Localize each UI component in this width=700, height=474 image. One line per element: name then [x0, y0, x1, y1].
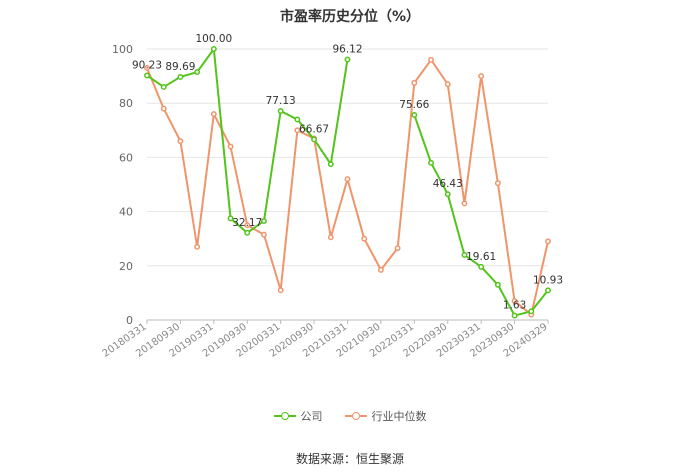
y-tick-label: 40 [119, 206, 133, 219]
legend-label-company: 公司 [300, 410, 323, 423]
data-point [511, 298, 518, 304]
data-label: 32.17 [232, 217, 262, 229]
legend-swatch-company [273, 412, 296, 420]
data-point [494, 180, 501, 187]
data-point [277, 287, 284, 294]
data-point [227, 143, 234, 150]
data-point [528, 308, 535, 315]
data-point [511, 312, 518, 319]
data-point [194, 69, 201, 75]
data-label: 1.63 [503, 300, 526, 312]
data-label: 46.43 [433, 178, 463, 190]
data-point [411, 79, 418, 86]
data-point [478, 263, 485, 270]
data-point [194, 243, 201, 250]
data-point [144, 72, 150, 79]
y-tick-label: 60 [119, 151, 133, 164]
data-label: 10.93 [533, 274, 563, 286]
data-point [545, 238, 551, 245]
chart-title: 市盈率历史分位（%） [279, 9, 421, 25]
data-point [144, 65, 150, 71]
data-point [444, 81, 451, 88]
data-label: 77.13 [266, 95, 296, 107]
data-point [261, 218, 267, 225]
data-point [327, 161, 334, 168]
data-point [244, 229, 251, 236]
data-label: 75.66 [399, 99, 429, 111]
data-point [344, 176, 351, 183]
data-point [227, 215, 234, 222]
legend: 公司 行业中位数 [0, 408, 700, 424]
data-point [461, 200, 468, 207]
grid-lines [147, 48, 548, 267]
data-point [177, 138, 184, 145]
y-tick-label: 100 [112, 43, 133, 56]
data-point [361, 235, 368, 242]
data-point [377, 266, 384, 273]
data-point [294, 127, 301, 134]
y-tick-label: 80 [119, 97, 133, 110]
data-point [261, 231, 267, 238]
data-point [444, 191, 451, 198]
data-point [244, 222, 251, 229]
data-point [394, 245, 401, 252]
data-label: 100.00 [195, 33, 232, 45]
source-note: 数据来源：恒生聚源 [295, 452, 404, 466]
series-line [413, 114, 549, 317]
data-point [210, 46, 217, 52]
data-point [210, 111, 217, 117]
data-point [311, 136, 318, 143]
series-line [146, 48, 349, 234]
y-tick-label: 20 [119, 260, 133, 273]
data-label: 89.69 [165, 61, 195, 73]
series-line [146, 58, 549, 316]
data-point [327, 234, 334, 241]
data-point [277, 108, 284, 114]
data-label: 90.23 [132, 59, 162, 71]
data-point [344, 56, 351, 63]
data-point [177, 73, 184, 80]
data-label: 19.61 [466, 251, 496, 263]
data-label: 96.12 [332, 44, 362, 56]
legend-label-industry-median: 行业中位数 [371, 410, 427, 423]
series-layer [144, 46, 551, 319]
data-point [428, 56, 434, 63]
data-point [428, 159, 434, 166]
data-point [494, 281, 501, 288]
y-tick-label: 0 [126, 314, 133, 327]
data-point [411, 112, 418, 118]
data-point [461, 252, 468, 258]
data-point [294, 116, 301, 123]
data-point [545, 287, 551, 294]
chart-plot: 0204060801002018033120180930201903312019… [101, 33, 563, 360]
legend-swatch-industry-median [344, 412, 367, 420]
legend-item-industry-median[interactable]: 行业中位数 [344, 408, 427, 424]
legend-item-company[interactable]: 公司 [273, 408, 323, 424]
data-point [478, 73, 485, 80]
data-point [160, 105, 167, 112]
data-point [160, 83, 167, 90]
data-labels: 90.23 89.69 100.00 32.17 77.13 66.67 96.12 75.6… [132, 33, 563, 312]
data-label: 66.67 [299, 123, 329, 135]
